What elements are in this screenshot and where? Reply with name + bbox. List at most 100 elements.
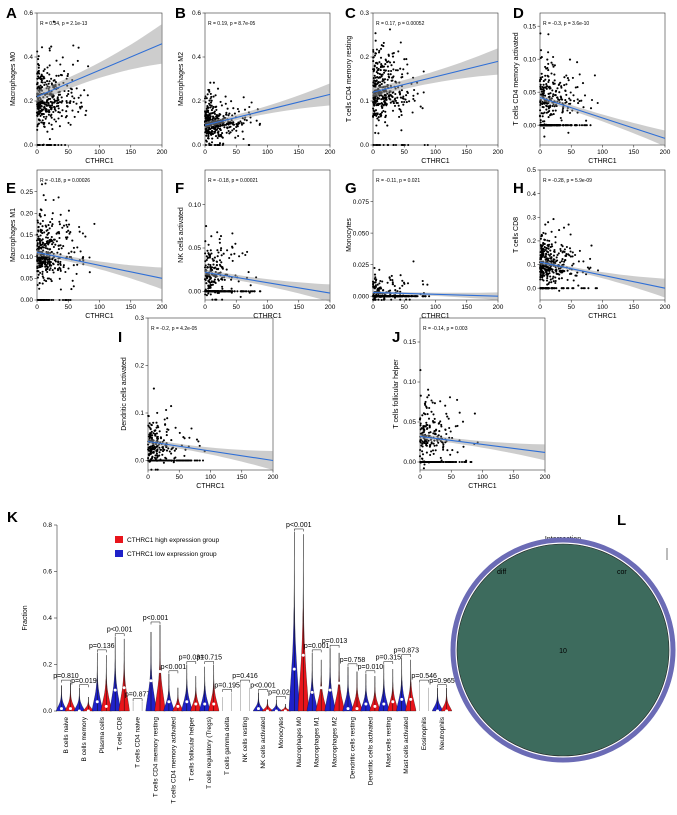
y-tick-label: 0.2	[527, 238, 536, 245]
data-point	[441, 441, 444, 444]
data-point	[209, 101, 213, 104]
data-point	[212, 117, 215, 120]
data-point	[568, 58, 572, 61]
data-point	[374, 97, 377, 100]
y-tick-label: 0.20	[20, 211, 33, 218]
x-tick-label: 150	[628, 304, 639, 311]
x-tick-label: 200	[493, 304, 504, 311]
scatter-panel-d: D 0 50 100 150 200 0.00 0.05 0.10 0.15 CTHRC1 T cel…	[513, 5, 671, 165]
data-point	[44, 258, 47, 261]
data-point	[209, 263, 212, 267]
legend-label: CTHRC1 low expression group	[127, 551, 217, 558]
data-point	[540, 248, 543, 251]
data-point	[42, 77, 45, 80]
data-point	[41, 225, 44, 228]
data-point	[156, 411, 159, 414]
y-tick-label: 0.4	[24, 54, 33, 61]
data-point	[588, 267, 591, 270]
data-point	[556, 272, 559, 275]
data-point	[380, 102, 383, 105]
data-point	[49, 248, 52, 251]
y-tick-label: 0.0	[24, 142, 33, 149]
data-point	[379, 286, 382, 289]
data-point	[155, 452, 158, 455]
data-point	[543, 120, 546, 123]
data-point	[46, 262, 49, 265]
data-point	[225, 111, 228, 114]
data-point	[67, 267, 70, 270]
x-tick-label: 0	[203, 149, 207, 156]
data-point	[391, 281, 394, 284]
data-point	[59, 288, 62, 291]
data-point	[207, 287, 210, 290]
data-point	[374, 131, 377, 134]
data-point	[543, 238, 547, 241]
data-point	[421, 442, 424, 445]
data-point	[36, 106, 39, 109]
data-point	[407, 143, 410, 147]
data-point	[437, 422, 440, 425]
x-tick-label: 50	[65, 149, 73, 156]
category-label: T cells CD4 memory activated	[170, 717, 177, 804]
data-point	[57, 143, 60, 147]
x-tick-label: 50	[233, 304, 241, 311]
data-point	[559, 95, 562, 98]
data-point	[433, 421, 436, 424]
data-point	[543, 265, 546, 268]
category-label: NK cells resting	[242, 717, 249, 763]
data-point	[170, 452, 173, 455]
data-point	[546, 266, 549, 269]
significance-bracket	[168, 670, 179, 674]
data-point	[413, 99, 416, 102]
data-point	[40, 264, 43, 267]
x-tick-label: 0	[35, 149, 39, 156]
data-point	[175, 459, 179, 462]
category-label: T cells CD4 naive	[135, 717, 142, 768]
data-point	[41, 219, 44, 223]
data-point	[433, 402, 436, 405]
data-point	[76, 246, 79, 249]
data-point	[80, 105, 83, 108]
data-point	[220, 133, 223, 136]
data-point	[438, 430, 441, 433]
data-point	[432, 442, 435, 445]
data-point	[543, 256, 546, 259]
data-point	[545, 123, 548, 126]
data-point	[550, 61, 553, 64]
data-point	[430, 410, 433, 413]
data-point	[405, 101, 408, 104]
data-point	[44, 246, 47, 250]
data-point	[544, 78, 547, 81]
data-point	[216, 125, 219, 128]
x-tick-label: 150	[125, 149, 136, 156]
data-point	[52, 20, 55, 23]
data-point	[45, 268, 48, 271]
data-point	[391, 100, 394, 103]
data-point	[427, 394, 430, 397]
data-point	[576, 61, 579, 64]
data-point	[58, 223, 61, 226]
data-point	[57, 196, 60, 199]
data-point	[460, 460, 464, 464]
data-point	[68, 232, 71, 235]
significance-bracket	[276, 696, 286, 699]
y-tick-label: 0.15	[20, 232, 33, 239]
data-point	[218, 241, 221, 244]
data-point	[374, 298, 377, 301]
data-point	[401, 143, 404, 147]
data-point	[547, 62, 550, 65]
data-point	[391, 109, 395, 112]
data-point	[439, 456, 442, 459]
data-point	[223, 126, 226, 129]
violin-high-median	[373, 704, 377, 708]
data-point	[386, 61, 389, 64]
data-point	[563, 76, 566, 79]
data-point	[75, 272, 78, 275]
scatter-panel-h: H 0 50 100 150 200 0.0 0.1 0.2 0.3 0.4 0.5 CTHRC1 T c…	[513, 167, 671, 320]
data-point	[458, 460, 461, 464]
data-point	[61, 298, 65, 302]
violin-low-median	[292, 667, 296, 671]
data-point	[48, 268, 51, 272]
data-point	[44, 265, 47, 268]
data-point	[178, 431, 181, 434]
